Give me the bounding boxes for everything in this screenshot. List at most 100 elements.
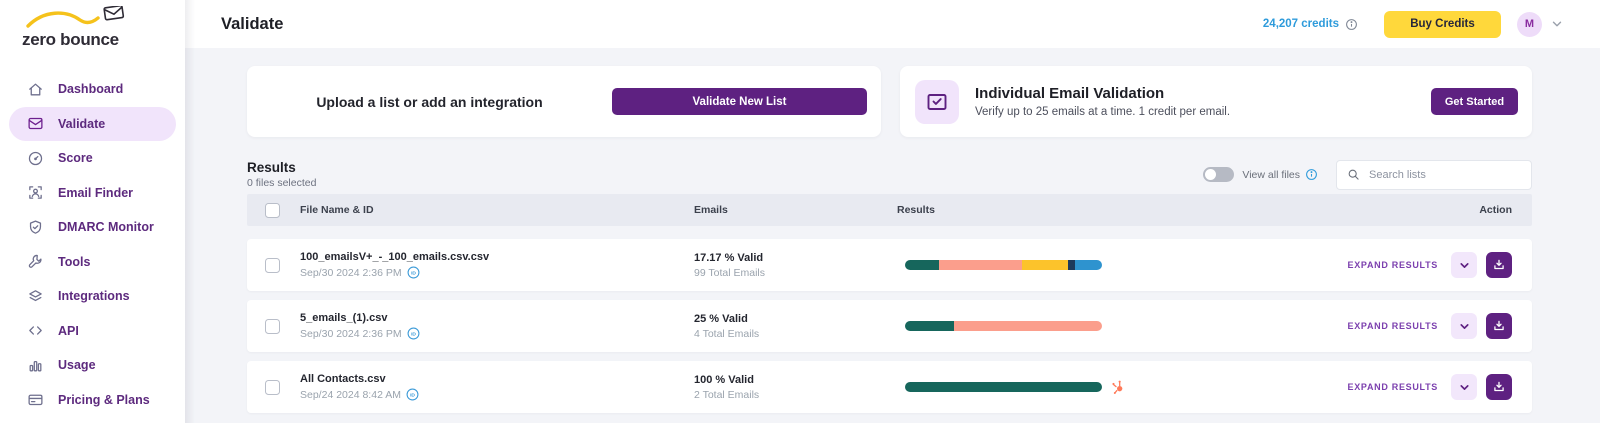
total-emails: 99 Total Emails: [694, 266, 766, 279]
credits-label: 24,207 credits: [1262, 18, 1339, 30]
results-controls: View all files: [1203, 159, 1532, 190]
search-input[interactable]: [1369, 168, 1521, 181]
sidebar-item-label: Tools: [58, 254, 91, 269]
row-checkbox[interactable]: [265, 379, 280, 395]
download-button[interactable]: [1486, 313, 1512, 339]
chevron-down-icon: [1459, 384, 1469, 390]
search-box: [1336, 159, 1532, 190]
svg-text:ID: ID: [410, 392, 415, 398]
sidebar-item-tools[interactable]: Tools: [9, 245, 176, 280]
code-icon: [27, 322, 44, 339]
individual-validation-card: Individual Email Validation Verify up to…: [900, 66, 1532, 137]
results-bar: [905, 321, 1102, 331]
chevron-down-icon: [1459, 262, 1469, 268]
credit-card-icon: [27, 391, 44, 408]
topbar-right: 24,207 credits Buy Credits M: [1262, 10, 1564, 38]
table-header: File Name & ID Emails Results Action: [247, 194, 1532, 226]
page-title: Validate: [221, 14, 284, 33]
action-cards: Upload a list or add an integration Vali…: [247, 66, 1532, 137]
file-name[interactable]: 100_emailsV+_-_100_emails.csv.csv: [300, 251, 490, 263]
main-content: Upload a list or add an integration Vali…: [185, 48, 1600, 423]
credits-info-icon[interactable]: [1345, 18, 1358, 31]
row-chevron-button[interactable]: [1451, 252, 1477, 278]
sidebar-item-pricing-plans[interactable]: Pricing & Plans: [9, 383, 176, 418]
home-icon: [27, 81, 44, 98]
sidebar-item-label: Email Finder: [58, 185, 134, 200]
sidebar-item-integrations[interactable]: Integrations: [9, 279, 176, 314]
results-title-block: Results 0 files selected: [247, 160, 316, 189]
select-all-checkbox[interactable]: [265, 202, 280, 218]
sidebar-item-label: DMARC Monitor: [58, 220, 154, 235]
column-header-file: File Name & ID: [300, 204, 374, 216]
sidebar-item-label: Usage: [58, 358, 96, 373]
results-title: Results: [247, 160, 296, 175]
buy-credits-button[interactable]: Buy Credits: [1384, 10, 1501, 38]
brand-name: zero bounce: [22, 30, 119, 49]
sidebar-item-validate[interactable]: Validate: [9, 106, 176, 141]
envelope-check-icon: [915, 79, 959, 124]
row-checkbox[interactable]: [265, 318, 280, 334]
sidebar-item-label: API: [58, 323, 79, 338]
file-date: Sep/30 2024 2:36 PM ID: [300, 327, 694, 340]
sidebar-item-api[interactable]: API: [9, 314, 176, 349]
sidebar-item-label: Score: [58, 151, 93, 166]
results-header: Results 0 files selected View all files: [247, 157, 1532, 192]
total-emails: 2 Total Emails: [694, 388, 760, 401]
expand-results-button[interactable]: EXPAND RESULTS: [1347, 260, 1438, 270]
results-bar: [905, 382, 1102, 392]
bar-segment-teal: [905, 382, 1102, 392]
valid-percent: 17.17 % Valid: [694, 251, 764, 264]
table-row: 5_emails_(1).csv Sep/30 2024 2:36 PM ID …: [247, 300, 1532, 352]
avatar[interactable]: M: [1517, 11, 1542, 37]
valid-percent: 25 % Valid: [694, 312, 748, 325]
row-chevron-button[interactable]: [1451, 374, 1477, 400]
view-all-files-toggle[interactable]: [1203, 167, 1235, 182]
results-bar: [905, 260, 1102, 270]
person-frame-icon: [27, 184, 44, 201]
sidebar: zero bounce Dashboard Validate Score Ema…: [0, 0, 195, 423]
row-chevron-button[interactable]: [1451, 313, 1477, 339]
logo-swoosh-icon: [26, 6, 125, 28]
download-button[interactable]: [1486, 252, 1512, 278]
download-icon: [1494, 381, 1504, 392]
individual-card-title: Individual Email Validation: [975, 85, 1165, 102]
column-header-results: Results: [897, 204, 935, 216]
bar-segment-teal: [905, 260, 940, 270]
bar-segment-salmon: [939, 260, 1023, 270]
files-selected-count: 0 files selected: [247, 177, 317, 189]
table-row: 100_emailsV+_-_100_emails.csv.csv Sep/30…: [247, 239, 1532, 291]
expand-results-button[interactable]: EXPAND RESULTS: [1347, 321, 1438, 331]
sidebar-item-dmarc-monitor[interactable]: DMARC Monitor: [9, 210, 176, 245]
individual-card-texts: Individual Email Validation Verify up to…: [975, 85, 1230, 118]
sidebar-item-label: Validate: [58, 116, 106, 131]
download-button[interactable]: [1486, 374, 1512, 400]
sidebar-item-usage[interactable]: Usage: [9, 348, 176, 383]
sidebar-item-email-finder[interactable]: Email Finder: [9, 176, 176, 211]
expand-results-button[interactable]: EXPAND RESULTS: [1347, 382, 1438, 392]
id-badge-icon[interactable]: ID: [406, 388, 419, 401]
row-checkbox[interactable]: [265, 257, 280, 273]
id-badge-icon[interactable]: ID: [407, 327, 420, 340]
user-menu-chevron-icon[interactable]: [1550, 17, 1564, 31]
download-icon: [1494, 320, 1504, 331]
results-table: File Name & ID Emails Results Action 100…: [247, 194, 1532, 413]
file-name[interactable]: All Contacts.csv: [300, 373, 386, 385]
sidebar-item-dashboard[interactable]: Dashboard: [9, 72, 176, 107]
sidebar-item-label: Integrations: [58, 289, 130, 304]
sidebar-item-score[interactable]: Score: [9, 141, 176, 176]
column-header-emails: Emails: [694, 204, 728, 216]
brand-logo[interactable]: zero bounce: [22, 6, 152, 52]
validate-new-list-button[interactable]: Validate New List: [612, 88, 867, 115]
toggle-knob: [1205, 169, 1217, 180]
upload-card: Upload a list or add an integration Vali…: [247, 66, 881, 137]
get-started-button[interactable]: Get Started: [1431, 88, 1518, 115]
view-all-files-label: View all files: [1242, 168, 1300, 181]
wrench-icon: [27, 253, 44, 270]
individual-card-subtitle: Verify up to 25 emails at a time. 1 cred…: [975, 106, 1231, 118]
layers-icon: [27, 288, 44, 305]
file-name[interactable]: 5_emails_(1).csv: [300, 312, 388, 324]
view-all-info-icon[interactable]: [1305, 168, 1318, 181]
topbar: Validate 24,207 credits Buy Credits M: [185, 0, 1600, 48]
hubspot-icon: [1110, 379, 1126, 395]
id-badge-icon[interactable]: ID: [407, 266, 420, 279]
